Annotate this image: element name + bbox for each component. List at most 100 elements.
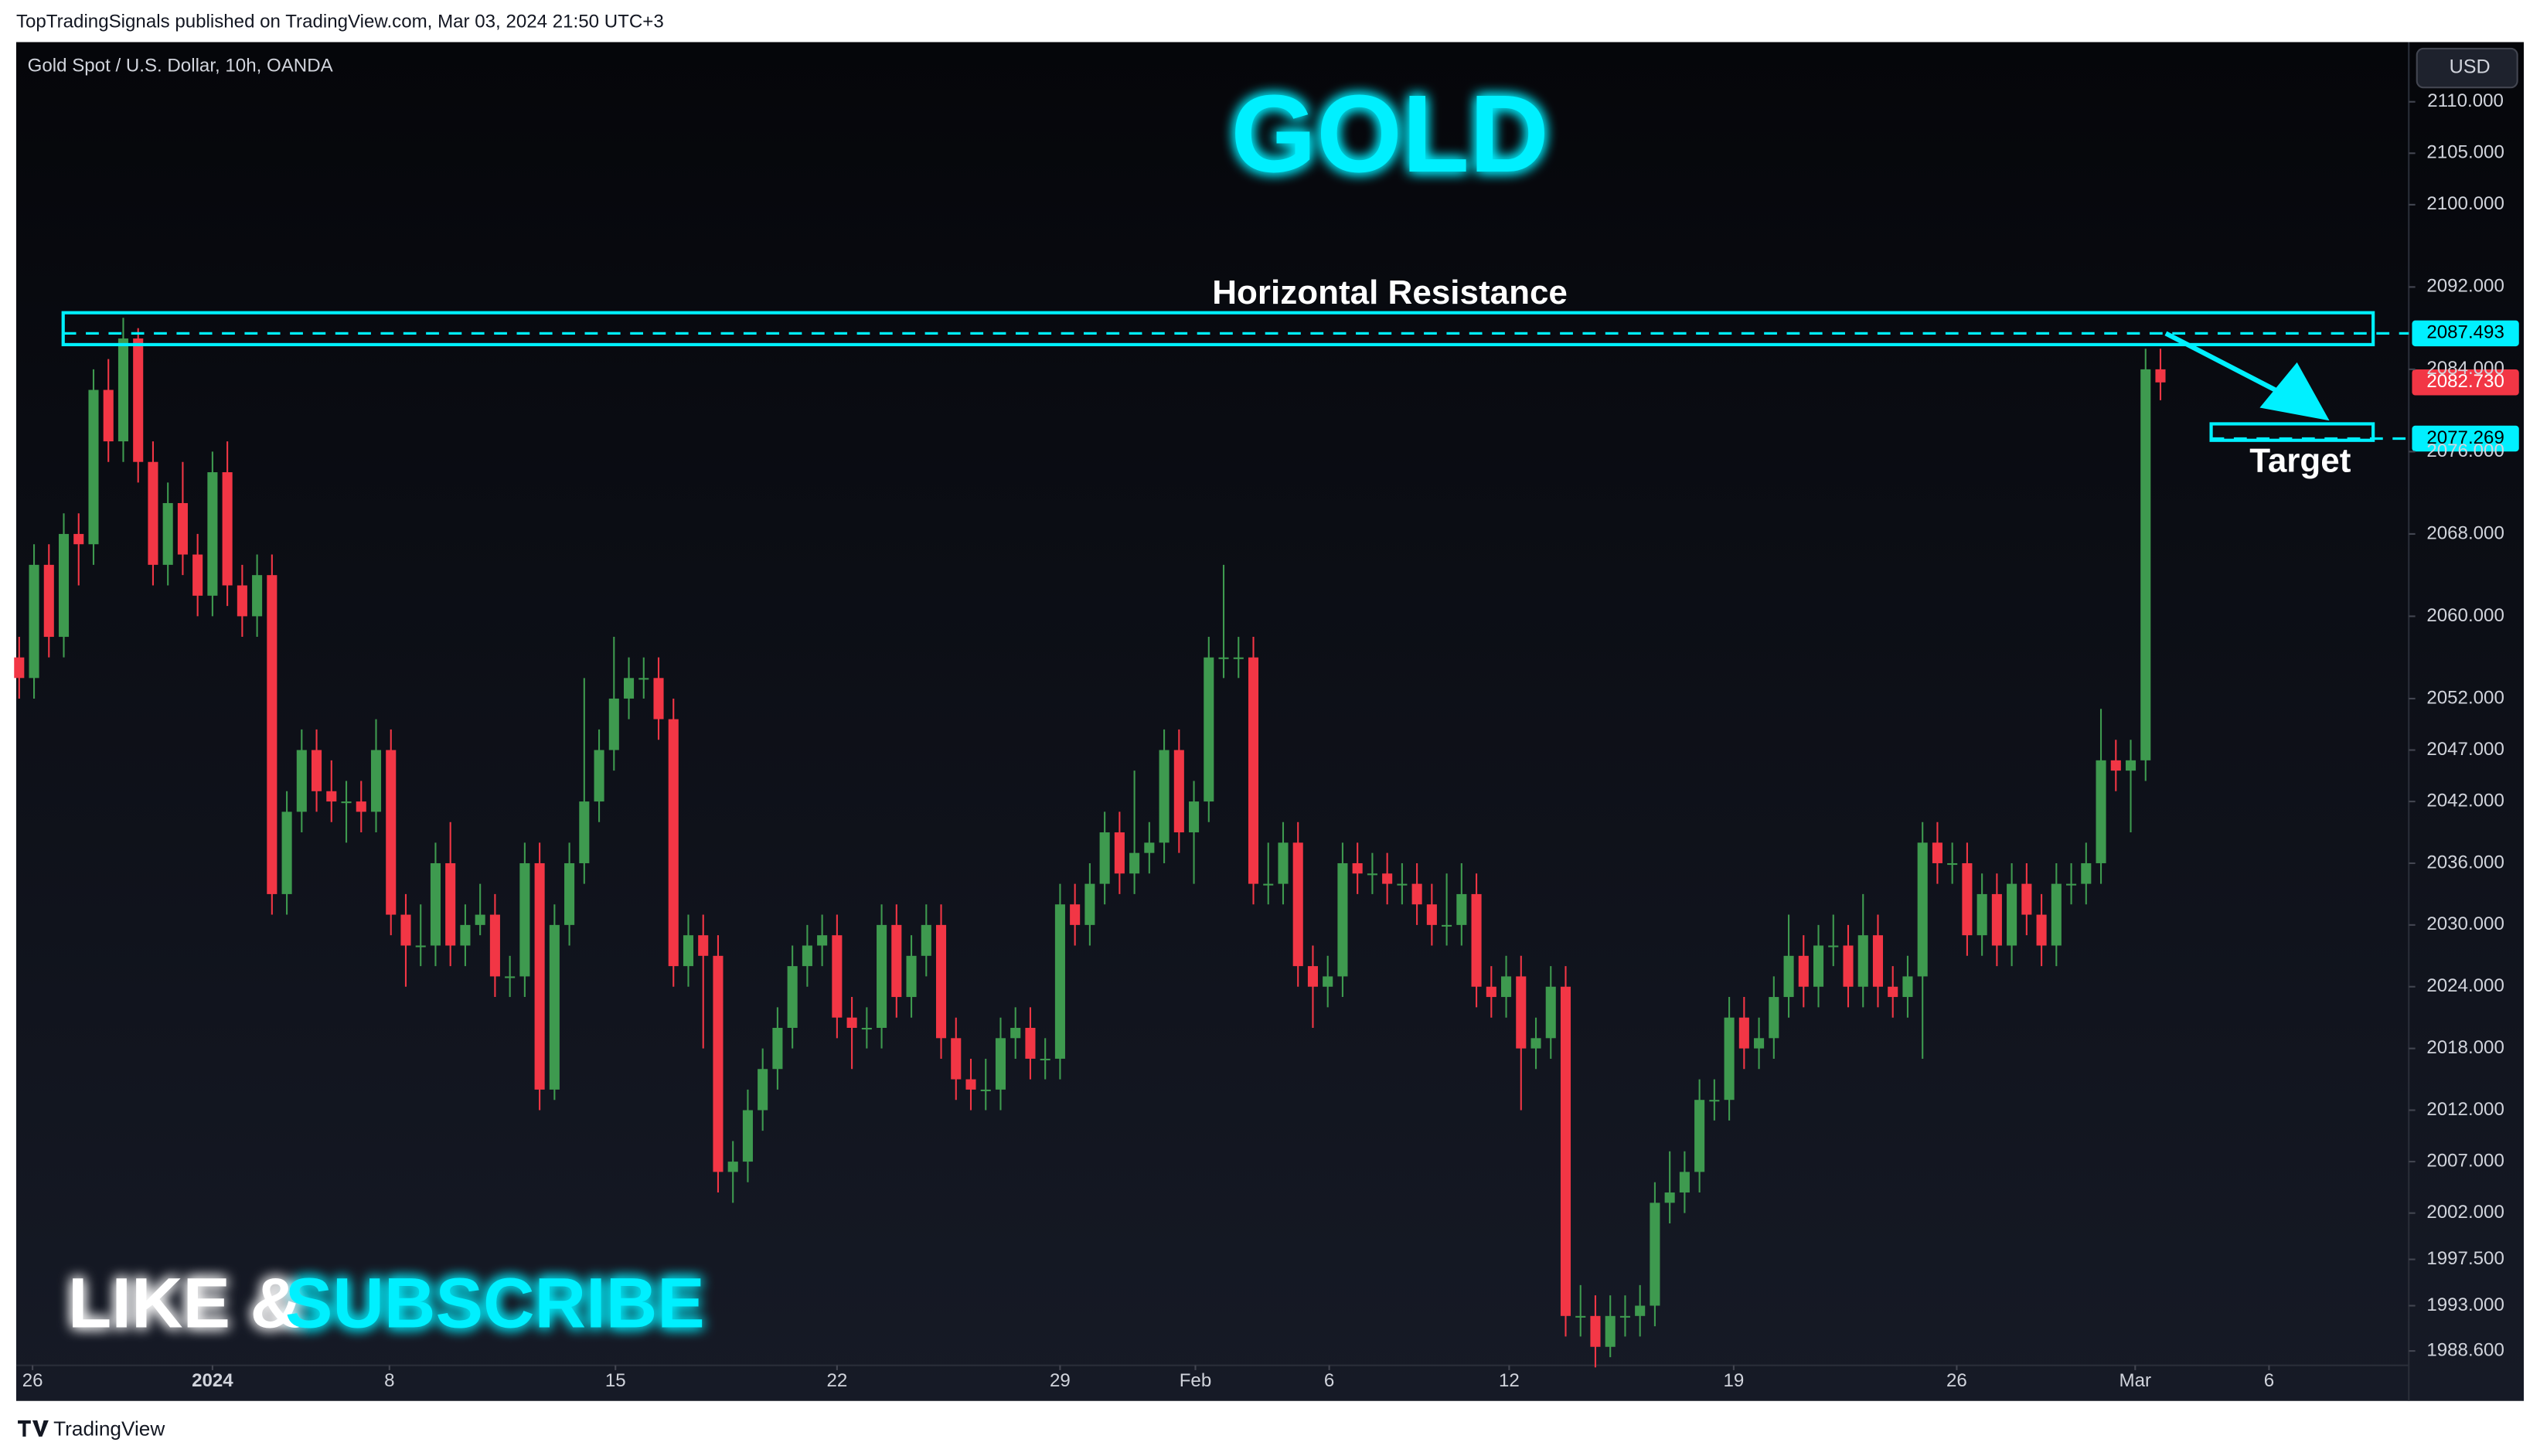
candle-body	[1144, 842, 1155, 853]
candle-body	[14, 657, 25, 679]
candle-body	[1575, 1315, 1586, 1318]
price-label-box	[2412, 369, 2519, 396]
candle-body	[1501, 976, 1512, 998]
resistance-label: Horizontal Resistance	[1212, 274, 1568, 311]
candle-body	[653, 678, 664, 719]
symbol-label: Gold Spot / U.S. Dollar, 10h, OANDA	[28, 55, 334, 76]
y-tick-label: 2024.000	[2426, 975, 2504, 996]
candle-body	[1679, 1172, 1690, 1193]
candle-body	[281, 811, 292, 894]
candle-body	[237, 585, 247, 617]
title-group: GOLD	[1231, 73, 1549, 196]
currency-button[interactable]	[2416, 47, 2518, 89]
candle-body	[1218, 657, 1229, 659]
candle-body	[1545, 986, 1556, 1039]
candle-body	[1932, 842, 1942, 863]
candle-body	[891, 924, 902, 998]
candle-body	[43, 564, 54, 638]
candle-body	[1442, 924, 1452, 927]
candle-body	[683, 935, 694, 967]
candle-body	[430, 862, 441, 946]
candle-body	[2140, 369, 2151, 760]
candle-body	[727, 1162, 738, 1172]
candle-body	[1263, 883, 1274, 886]
tv-logo	[18, 1420, 49, 1437]
candle-body	[1173, 750, 1184, 833]
candle-body	[2096, 760, 2106, 863]
banner-text: LIKE &	[68, 1264, 301, 1343]
candle-body	[1530, 1038, 1541, 1049]
candle-body	[1054, 904, 1065, 1059]
x-tick-label: Mar	[2120, 1370, 2152, 1391]
candle-body	[2007, 883, 2017, 946]
y-tick-label: 1997.500	[2426, 1248, 2504, 1269]
candle-body	[2051, 883, 2062, 946]
target-zone	[2209, 422, 2375, 442]
candle-body	[489, 914, 500, 977]
candle-body	[1560, 986, 1571, 1316]
overlay: Horizontal Resistance Target 2087.493 2082.…	[61, 274, 2519, 480]
y-tick-label: 2076.000	[2426, 441, 2504, 461]
y-tick-label: 2042.000	[2426, 790, 2504, 811]
price-label-box	[2412, 320, 2519, 347]
arrow-head	[2259, 362, 2330, 421]
candle-body	[906, 955, 917, 998]
candle-body	[177, 502, 188, 555]
candle-body	[995, 1038, 1006, 1090]
candle-body	[2110, 760, 2121, 771]
price-label: 2077.269	[2426, 427, 2504, 448]
candle-body	[832, 935, 843, 1018]
candle-body	[1204, 657, 1214, 802]
candle-body	[1456, 893, 1467, 925]
candle-body	[1278, 842, 1289, 884]
currency-label: USD	[2450, 56, 2491, 78]
candle-body	[505, 976, 516, 978]
candle-body	[1159, 750, 1170, 843]
candle-body	[817, 935, 828, 946]
candle-body	[594, 750, 604, 802]
candle-body	[356, 801, 366, 812]
candle-body	[445, 862, 456, 946]
candle-body	[623, 678, 635, 699]
candle-body	[1025, 1028, 1036, 1059]
candle-body	[312, 750, 322, 791]
y-tick-label: 2036.000	[2426, 852, 2504, 873]
candle-body	[877, 924, 887, 1029]
candle-body	[1070, 904, 1081, 925]
candle-body	[1843, 945, 1854, 987]
candle-body	[460, 924, 471, 946]
candle-body	[1352, 862, 1363, 874]
candle-body	[2021, 883, 2032, 915]
candle-body	[1486, 986, 1496, 998]
candle-body	[2036, 914, 2047, 946]
candle-body	[1307, 966, 1318, 987]
chart-title: GOLD	[1231, 73, 1549, 196]
y-tick-label: 2100.000	[2426, 193, 2504, 214]
candle-body	[935, 924, 947, 1039]
candle-body	[1664, 1192, 1675, 1203]
candle-body	[1426, 904, 1437, 925]
candle-body	[341, 801, 352, 804]
candle-body	[698, 935, 709, 956]
candle-body	[1902, 976, 1913, 998]
candle-body	[1619, 1315, 1630, 1318]
candle-body	[1590, 1315, 1601, 1347]
candle-body	[475, 914, 485, 925]
candle-body	[1367, 873, 1377, 876]
candle-body	[1248, 657, 1259, 884]
candle-body	[742, 1110, 753, 1162]
x-tick-label: 19	[1723, 1370, 1744, 1391]
candle-body	[73, 533, 84, 545]
candle-body	[29, 564, 39, 679]
candle-body	[192, 554, 203, 596]
candle-body	[267, 575, 277, 894]
candle-body	[1084, 883, 1095, 925]
x-tick-label: 2024	[192, 1370, 233, 1391]
banner: LIKE & SUBSCRIBE	[68, 1264, 705, 1343]
x-tick-label: 6	[2264, 1370, 2274, 1391]
candle-body	[207, 472, 218, 596]
price-label: 2087.493	[2426, 322, 2504, 343]
candle-body	[861, 1028, 872, 1030]
candle-body	[162, 502, 173, 565]
